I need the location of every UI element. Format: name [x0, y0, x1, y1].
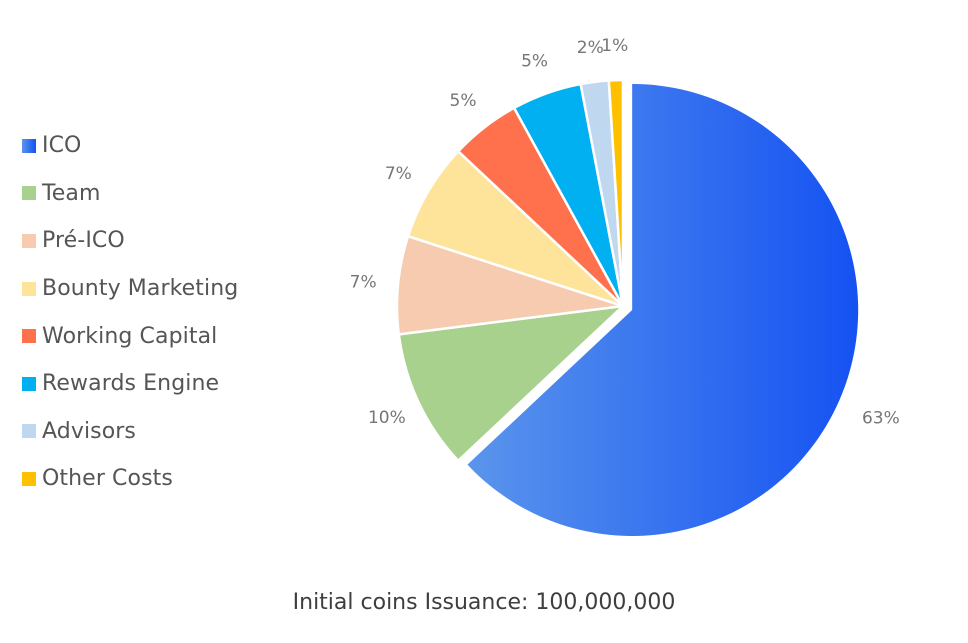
pie-label-ico: 63% [862, 409, 900, 429]
legend-swatch [22, 376, 36, 391]
legend-swatch [22, 281, 36, 296]
legend: ICO Team Pré-ICO Bounty Marketing Working Ca… [22, 122, 322, 503]
legend-swatch [22, 471, 36, 486]
legend-swatch [22, 233, 36, 248]
legend-swatch [22, 138, 36, 153]
legend-label: Other Costs [42, 466, 173, 492]
pie-slice-team [397, 304, 625, 462]
legend-swatch [22, 186, 36, 201]
pie-label-rewards-engine: 5% [521, 51, 548, 71]
legend-label: Team [42, 180, 101, 206]
pie-label-other-costs: 1% [601, 36, 628, 56]
pie-label-bounty-marketing: 7% [385, 164, 412, 184]
pie-label-pre-ico: 7% [350, 272, 377, 292]
legend-swatch [22, 329, 36, 344]
legend-item-pre-ico: Pré-ICO [22, 217, 322, 265]
pie-slice-ico [467, 83, 859, 536]
legend-item-ico: ICO [22, 122, 322, 170]
pie-label-advisors: 2% [577, 38, 604, 58]
pie-label-working-capital: 5% [450, 91, 477, 111]
legend-label: Pré-ICO [42, 228, 125, 254]
pie-slices [395, 78, 859, 536]
legend-label: Advisors [42, 418, 136, 444]
chart-caption: Initial coins Issuance: 100,000,000 [292, 590, 676, 615]
legend-item-bounty-marketing: Bounty Marketing [22, 265, 322, 313]
legend-label: Working Capital [42, 323, 218, 349]
legend-label: Bounty Marketing [42, 276, 239, 302]
legend-item-other-costs: Other Costs [22, 455, 322, 503]
legend-item-advisors: Advisors [22, 408, 322, 456]
pie-slice-other-costs [607, 78, 625, 308]
pie-label-team: 10% [368, 408, 406, 428]
pie-labels: 63% 10% 7% 7% 5% 5% 2%1% [350, 36, 900, 428]
legend-label: Rewards Engine [42, 371, 220, 397]
legend-item-rewards-engine: Rewards Engine [22, 360, 322, 408]
legend-label: ICO [42, 133, 82, 159]
legend-item-team: Team [22, 170, 322, 218]
legend-swatch [22, 424, 36, 439]
legend-item-working-capital: Working Capital [22, 312, 322, 360]
